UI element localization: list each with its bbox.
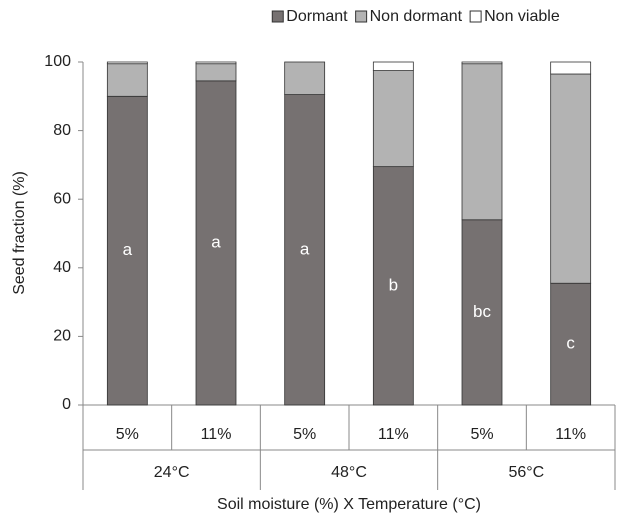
bar-segment [195,61,237,65]
legend-label: Dormant [286,8,348,25]
annotation: a [211,232,221,251]
y-tick-label: 100 [44,53,71,70]
bar-segment [284,94,326,406]
bar-segment [195,80,237,406]
bar-segment [106,63,148,97]
x-tick-label: 11% [555,426,586,443]
bar-segment [195,63,237,82]
annotation: b [389,275,398,294]
y-tick-label: 0 [62,396,71,413]
annotation: c [566,334,575,353]
x-tick-label: 11% [201,426,232,443]
x-tick-label: 5% [116,426,139,443]
y-tick-label: 60 [53,190,71,207]
y-tick-label: 20 [53,328,71,345]
bar-segment [106,61,148,65]
x-tick-label: 5% [470,426,493,443]
bar-segment [550,282,592,406]
x-axis-label: Soil moisture (%) X Temperature (°C) [217,496,481,513]
bar-segment [461,219,503,406]
bar-segment [372,166,414,406]
group-label: 56°C [508,464,544,481]
bar-segment [461,61,503,65]
y-tick-label: 40 [53,259,71,276]
bar-segment [372,61,414,71]
annotation: bc [473,302,491,321]
legend-label: Non dormant [370,8,463,25]
bar-segment [461,63,503,221]
x-tick-label: 5% [293,426,316,443]
bar-segment [550,61,592,75]
legend-swatch [469,10,482,23]
x-tick-label: 11% [378,426,409,443]
group-label: 48°C [331,464,367,481]
annotation: a [123,240,133,259]
bar-segment [106,95,148,406]
legend-label: Non viable [484,8,560,25]
group-label: 24°C [154,464,190,481]
bar-segment [372,70,414,168]
y-tick-label: 80 [53,122,71,139]
annotation: a [300,239,310,258]
legend-swatch [271,10,284,23]
y-axis-label: Seed fraction (%) [11,171,28,295]
bar-segment [550,73,592,284]
legend-swatch [355,10,368,23]
bar-segment [284,61,326,95]
